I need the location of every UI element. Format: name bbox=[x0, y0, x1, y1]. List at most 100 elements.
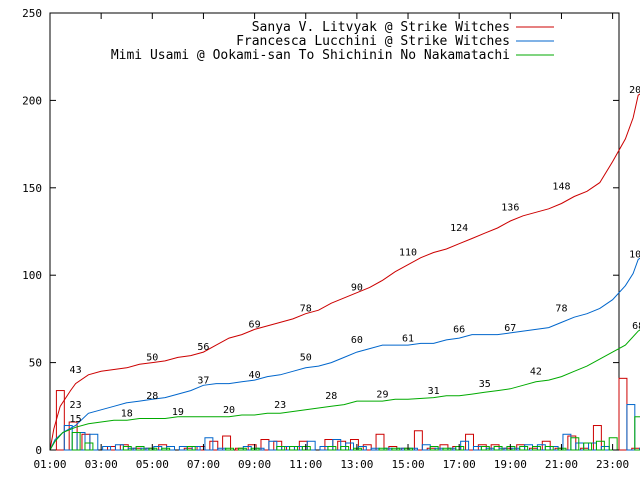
bar-s2-23 bbox=[493, 446, 503, 451]
data-label-s0-5: 90 bbox=[351, 283, 363, 294]
data-label-s1-9: 78 bbox=[555, 304, 567, 315]
data-labels: 43 50 56 69 78 90 110 124 136 148 203 23 28 37 40 50 60 6… bbox=[70, 85, 640, 425]
bar-s2-14 bbox=[340, 446, 350, 451]
bar-s1-36 bbox=[536, 444, 546, 451]
bar-s0-40 bbox=[618, 377, 628, 451]
bar-s2-31 bbox=[595, 440, 605, 451]
bar-s2-18 bbox=[404, 447, 414, 451]
bar-s1-42 bbox=[626, 404, 636, 451]
bar-s1-18 bbox=[306, 440, 316, 451]
bar-s0-33 bbox=[516, 444, 526, 451]
data-label-s2-5: 28 bbox=[325, 391, 337, 402]
bar-s0-15 bbox=[273, 440, 283, 451]
bar-s2-33 bbox=[634, 416, 640, 451]
bar-s2-9 bbox=[250, 447, 260, 451]
bar-s2-0 bbox=[71, 432, 81, 451]
bar-s2-21 bbox=[455, 446, 465, 451]
bar-s0-29 bbox=[465, 433, 474, 451]
data-label-s2-10: 68 bbox=[632, 321, 640, 332]
bar-s2-20 bbox=[442, 447, 452, 451]
bar-s1-12 bbox=[217, 447, 227, 451]
legend-label-2: Mimi Usami @ Ookami-san To Shichinin No … bbox=[111, 48, 510, 63]
legend: Sanya V. Litvyak @ Strike WitchesFrances… bbox=[111, 20, 554, 63]
bar-s2-15 bbox=[352, 447, 362, 451]
bar-s0-18 bbox=[324, 439, 334, 451]
data-label-s0-10: 203 bbox=[629, 85, 640, 96]
y-tick-label-100: 100 bbox=[22, 269, 42, 282]
x-tick-label-19:00: 19:00 bbox=[494, 458, 527, 471]
bar-s2-27 bbox=[544, 446, 554, 451]
data-label-s1-7: 66 bbox=[453, 325, 465, 336]
bar-s2-1 bbox=[84, 442, 94, 451]
bar-s1-16 bbox=[281, 446, 291, 451]
data-label-s0-3: 69 bbox=[249, 319, 261, 330]
y-tick-label-200: 200 bbox=[22, 94, 42, 107]
bar-s1-1 bbox=[76, 432, 86, 451]
data-label-s1-10: 109 bbox=[629, 249, 640, 260]
bar-s2-11 bbox=[289, 446, 298, 451]
data-label-s1-2: 37 bbox=[197, 375, 209, 386]
bar-s0-16 bbox=[286, 446, 295, 451]
bar-s0-0 bbox=[55, 390, 65, 451]
bar-s2-16 bbox=[378, 447, 388, 451]
data-label-s0-7: 124 bbox=[450, 223, 468, 234]
data-label-s2-6: 29 bbox=[376, 389, 388, 400]
bar-s1-19 bbox=[319, 446, 329, 451]
x-tick-label-23:00: 23:00 bbox=[596, 458, 629, 471]
bar-s1-38 bbox=[562, 433, 572, 451]
bar-s1-35 bbox=[524, 444, 534, 451]
data-label-s1-0: 23 bbox=[70, 400, 82, 411]
bar-s2-4 bbox=[148, 447, 158, 451]
data-label-s2-7: 31 bbox=[428, 386, 440, 397]
bar-s2-19 bbox=[429, 446, 439, 451]
bar-s1-20 bbox=[332, 439, 342, 451]
bar-s2-24 bbox=[506, 446, 516, 451]
legend-label-0: Sanya V. Litvyak @ Strike Witches bbox=[252, 20, 510, 35]
x-tick-label-03:00: 03:00 bbox=[85, 458, 118, 471]
line-series-1 bbox=[49, 257, 640, 451]
hourly-bars bbox=[55, 377, 640, 451]
bar-s1-27 bbox=[421, 444, 431, 451]
data-label-s2-0: 15 bbox=[70, 414, 82, 425]
bar-s0-25 bbox=[413, 430, 423, 451]
bar-s0-1 bbox=[68, 421, 78, 451]
bar-s2-12 bbox=[301, 446, 311, 451]
data-label-s2-1: 18 bbox=[121, 409, 133, 420]
x-tick-label-21:00: 21:00 bbox=[545, 458, 578, 471]
bar-s1-17 bbox=[293, 446, 303, 451]
bar-s1-31 bbox=[472, 446, 482, 451]
bar-s2-3 bbox=[135, 446, 145, 451]
data-label-s0-2: 56 bbox=[197, 342, 209, 353]
bar-s1-4 bbox=[114, 444, 124, 451]
x-tick-label-07:00: 07:00 bbox=[187, 458, 220, 471]
bar-s2-32 bbox=[608, 437, 618, 451]
data-label-s1-4: 50 bbox=[300, 353, 312, 364]
bar-s1-40 bbox=[588, 442, 597, 451]
bar-s0-10 bbox=[209, 440, 219, 451]
bar-s2-22 bbox=[480, 446, 490, 451]
bar-s2-28 bbox=[557, 447, 567, 451]
bar-s1-14 bbox=[255, 447, 265, 451]
line-series-0 bbox=[49, 93, 640, 451]
bar-s0-22 bbox=[375, 433, 385, 451]
plot-frame bbox=[49, 12, 620, 451]
line-series-2 bbox=[49, 329, 640, 451]
data-label-s1-3: 40 bbox=[249, 370, 261, 381]
bar-s0-4 bbox=[119, 444, 129, 451]
bar-s1-30 bbox=[460, 440, 470, 451]
bar-s0-27 bbox=[439, 444, 449, 451]
bar-s2-5 bbox=[161, 447, 171, 451]
bar-s1-10 bbox=[191, 446, 201, 451]
legend-label-1: Francesca Lucchini @ Strike Witches bbox=[236, 34, 510, 49]
bar-s2-13 bbox=[327, 446, 337, 451]
x-tick-label-11:00: 11:00 bbox=[289, 458, 322, 471]
data-label-s0-8: 136 bbox=[501, 202, 519, 213]
data-label-s2-3: 20 bbox=[223, 405, 235, 416]
data-label-s0-6: 110 bbox=[399, 248, 417, 259]
bar-s0-21 bbox=[362, 444, 372, 451]
y-tick-label-250: 250 bbox=[22, 7, 42, 20]
y-tick-label-150: 150 bbox=[22, 182, 42, 195]
data-label-s0-0: 43 bbox=[70, 365, 82, 376]
bar-s2-8 bbox=[237, 447, 247, 451]
